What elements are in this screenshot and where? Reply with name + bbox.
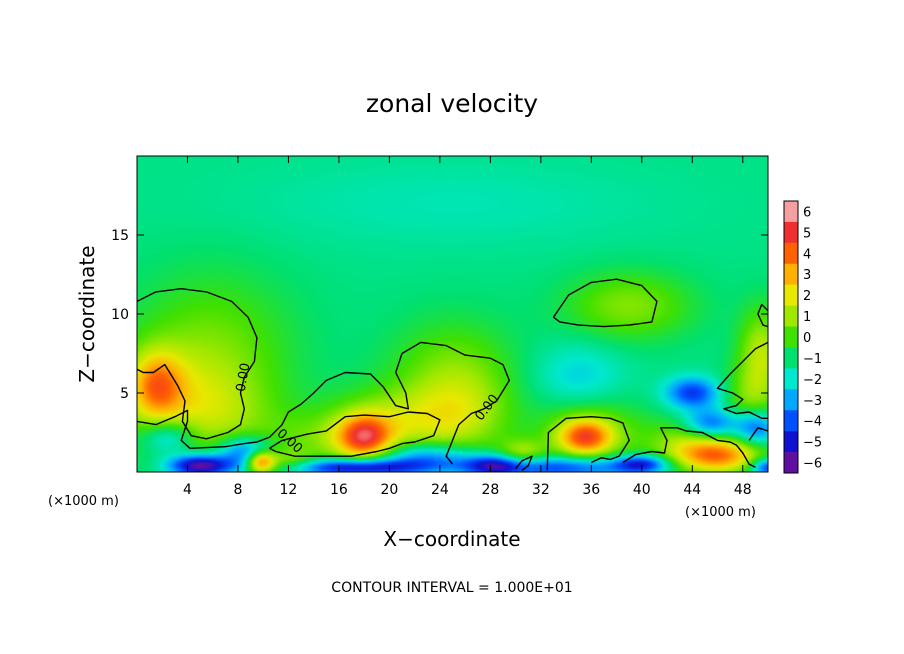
- colorbar-label: 2: [803, 289, 811, 304]
- colorbar-label: −4: [803, 415, 822, 430]
- contour-line: [137, 341, 510, 465]
- colorbar-label: 5: [803, 226, 811, 241]
- colorbar-swatch: [784, 242, 798, 265]
- x-axis: 4 8 12 16 20 24 28 32 36 40 44 48: [183, 156, 752, 498]
- colorbar-frame: [783, 200, 799, 474]
- colorbar-label: 3: [803, 268, 811, 283]
- chart-title: zonal velocity: [366, 89, 538, 118]
- x-tick-label: 36: [582, 482, 600, 498]
- x-tick-label: 40: [633, 482, 651, 498]
- colorbar-swatch: [784, 347, 798, 369]
- colorbar-label: 0: [803, 331, 811, 346]
- zero-contours: [137, 278, 768, 471]
- contour-line: [137, 288, 258, 440]
- colorbar-label: −2: [803, 373, 822, 388]
- x-tick-label: 12: [280, 482, 298, 498]
- contour-label: 0.00: [234, 362, 254, 393]
- x-tick-label: 48: [734, 482, 752, 498]
- plot-area: 0.00 0.00 0.00 4 8 12 16 20 24 28 32 36 40 44 48 51…: [111, 155, 769, 498]
- colorbar-swatch: [784, 368, 798, 390]
- contour-line: [716, 341, 768, 419]
- contour-line: [622, 427, 756, 468]
- colorbar-label: −5: [803, 436, 822, 451]
- x-tick-label: 32: [532, 482, 550, 498]
- contour-line: [748, 427, 768, 441]
- colorbar-swatch: [784, 305, 798, 327]
- colorbar-label: −3: [803, 394, 822, 409]
- contour-line: [515, 455, 533, 471]
- colorbar-swatch: [784, 201, 798, 223]
- colorbar-swatch: [784, 263, 798, 285]
- x-tick-label: 16: [330, 482, 348, 498]
- contour-line: [269, 411, 441, 457]
- x-tick-label: 24: [431, 482, 449, 498]
- colorbar-swatch: [784, 431, 798, 453]
- contour-line: [546, 416, 630, 471]
- y-tick-label: 15: [111, 228, 129, 244]
- colorbar-swatch: [784, 410, 798, 432]
- colorbar-swatch: [784, 326, 798, 348]
- colorbar-label: −6: [803, 457, 822, 472]
- contour-interval-note: CONTOUR INTERVAL = 1.000E+01: [331, 580, 572, 596]
- y-axis: 5 10 15: [111, 228, 768, 402]
- colorbar-label: 1: [803, 310, 811, 325]
- x-tick-label: 44: [683, 482, 701, 498]
- heatmap-field: [137, 156, 768, 472]
- y-axis-title: Z−coordinate: [75, 245, 99, 382]
- x-unit-right: (×1000 m): [685, 505, 756, 520]
- colorbar-swatch: [784, 452, 798, 474]
- colorbar: 6 5 4 3 2 1 0 −1 −2 −3 −4 −5 −6: [783, 200, 822, 474]
- colorbar-swatch: [784, 284, 798, 306]
- colorbar-label: 4: [803, 247, 811, 262]
- x-tick-label: 20: [380, 482, 398, 498]
- x-tick-label: 28: [481, 482, 499, 498]
- colorbar-label: 6: [803, 205, 811, 220]
- colorbar-label: −1: [803, 352, 822, 367]
- x-tick-label: 4: [183, 482, 192, 498]
- colorbar-swatch: [784, 389, 798, 411]
- y-tick-label: 5: [120, 386, 129, 402]
- x-axis-title: X−coordinate: [383, 527, 520, 551]
- x-unit-left: (×1000 m): [48, 494, 119, 509]
- contour-line: [757, 303, 768, 328]
- y-tick-label: 10: [111, 307, 129, 323]
- x-tick-label: 8: [233, 482, 242, 498]
- colorbar-swatch: [784, 221, 798, 244]
- contour-line: [552, 278, 658, 328]
